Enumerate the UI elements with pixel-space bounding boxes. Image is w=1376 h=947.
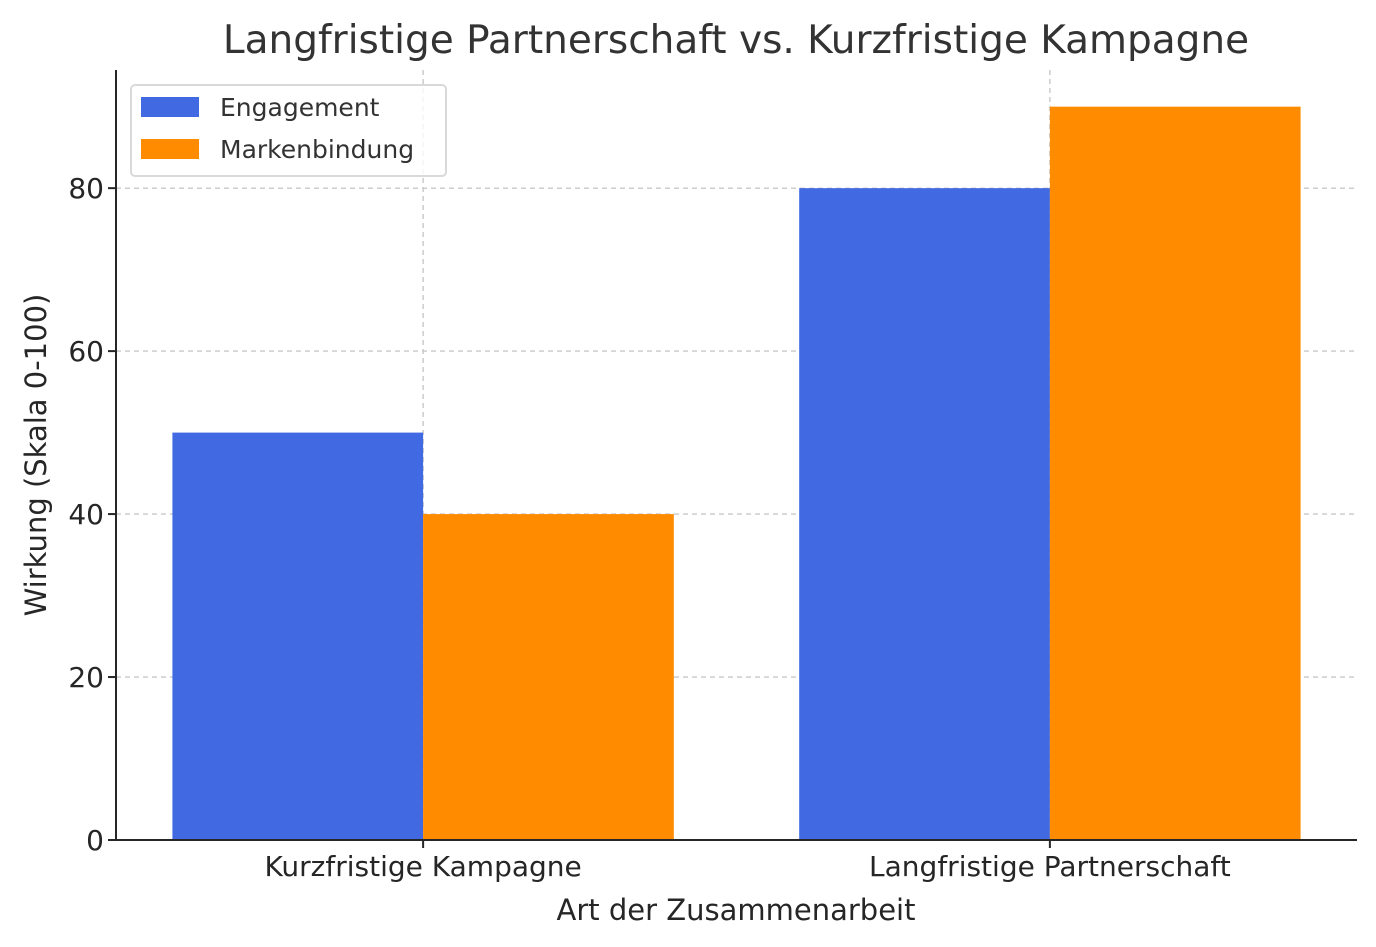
y-tick-label: 20 (68, 661, 104, 694)
y-tick-label: 40 (68, 498, 104, 531)
legend-label-engagement: Engagement (220, 93, 380, 122)
bar-engagement-kurzfristige-kampagne (172, 432, 424, 840)
bar-markenbindung-langfristige-partnerschaft (1049, 106, 1301, 840)
axes (115, 70, 1357, 841)
y-tick-label: 80 (68, 172, 104, 205)
bar-engagement-langfristige-partnerschaft (799, 188, 1050, 841)
y-axis-label: Wirkung (Skala 0-100) (19, 294, 53, 617)
x-tick-label-langfristige-partnerschaft: Langfristige Partnerschaft (869, 850, 1231, 883)
legend-label-markenbindung: Markenbindung (220, 135, 414, 164)
y-tick-label: 60 (68, 335, 104, 368)
bars (172, 106, 1301, 841)
y-tick-label: 0 (86, 824, 104, 857)
legend-swatch-markenbindung (141, 139, 199, 159)
legend-frame (130, 84, 447, 177)
bar-markenbindung-kurzfristige-kampagne (423, 514, 674, 840)
x-tick-label-kurzfristige-kampagne: Kurzfristige Kampagne (264, 850, 581, 883)
x-axis-label: Art der Zusammenarbeit (557, 893, 916, 927)
legend-swatch-engagement (141, 97, 199, 117)
chart-title: Langfristige Partnerschaft vs. Kurzfrist… (223, 18, 1249, 63)
legend: Engagement Markenbindung (130, 84, 447, 177)
ticks: 0 20 40 60 80 Kurzfristige Kampagne Langfristi… (68, 172, 1230, 883)
